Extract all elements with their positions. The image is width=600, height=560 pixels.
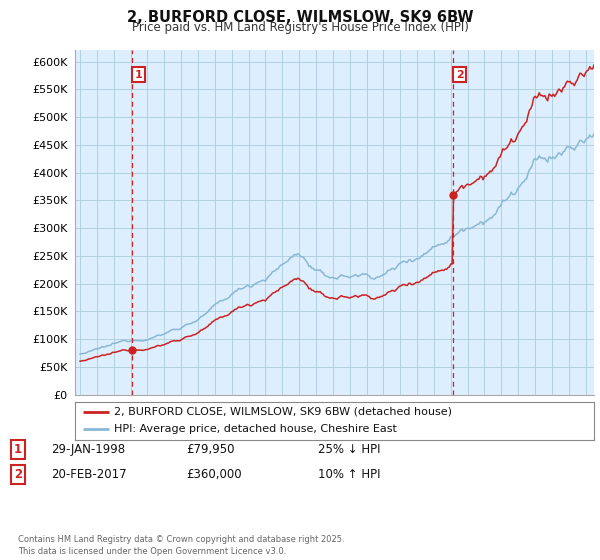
Text: £79,950: £79,950 <box>186 442 235 456</box>
Text: 2: 2 <box>456 69 464 80</box>
Text: 1: 1 <box>14 442 22 456</box>
Text: 20-FEB-2017: 20-FEB-2017 <box>51 468 127 482</box>
Text: 2, BURFORD CLOSE, WILMSLOW, SK9 6BW: 2, BURFORD CLOSE, WILMSLOW, SK9 6BW <box>127 10 473 25</box>
Text: 2: 2 <box>14 468 22 482</box>
Text: 1: 1 <box>135 69 143 80</box>
Text: Price paid vs. HM Land Registry's House Price Index (HPI): Price paid vs. HM Land Registry's House … <box>131 21 469 34</box>
Text: 25% ↓ HPI: 25% ↓ HPI <box>318 442 380 456</box>
Text: £360,000: £360,000 <box>186 468 242 482</box>
Text: 2, BURFORD CLOSE, WILMSLOW, SK9 6BW (detached house): 2, BURFORD CLOSE, WILMSLOW, SK9 6BW (det… <box>114 407 452 417</box>
Text: Contains HM Land Registry data © Crown copyright and database right 2025.
This d: Contains HM Land Registry data © Crown c… <box>18 535 344 556</box>
Text: 10% ↑ HPI: 10% ↑ HPI <box>318 468 380 482</box>
Text: 29-JAN-1998: 29-JAN-1998 <box>51 442 125 456</box>
Text: HPI: Average price, detached house, Cheshire East: HPI: Average price, detached house, Ches… <box>114 424 397 435</box>
